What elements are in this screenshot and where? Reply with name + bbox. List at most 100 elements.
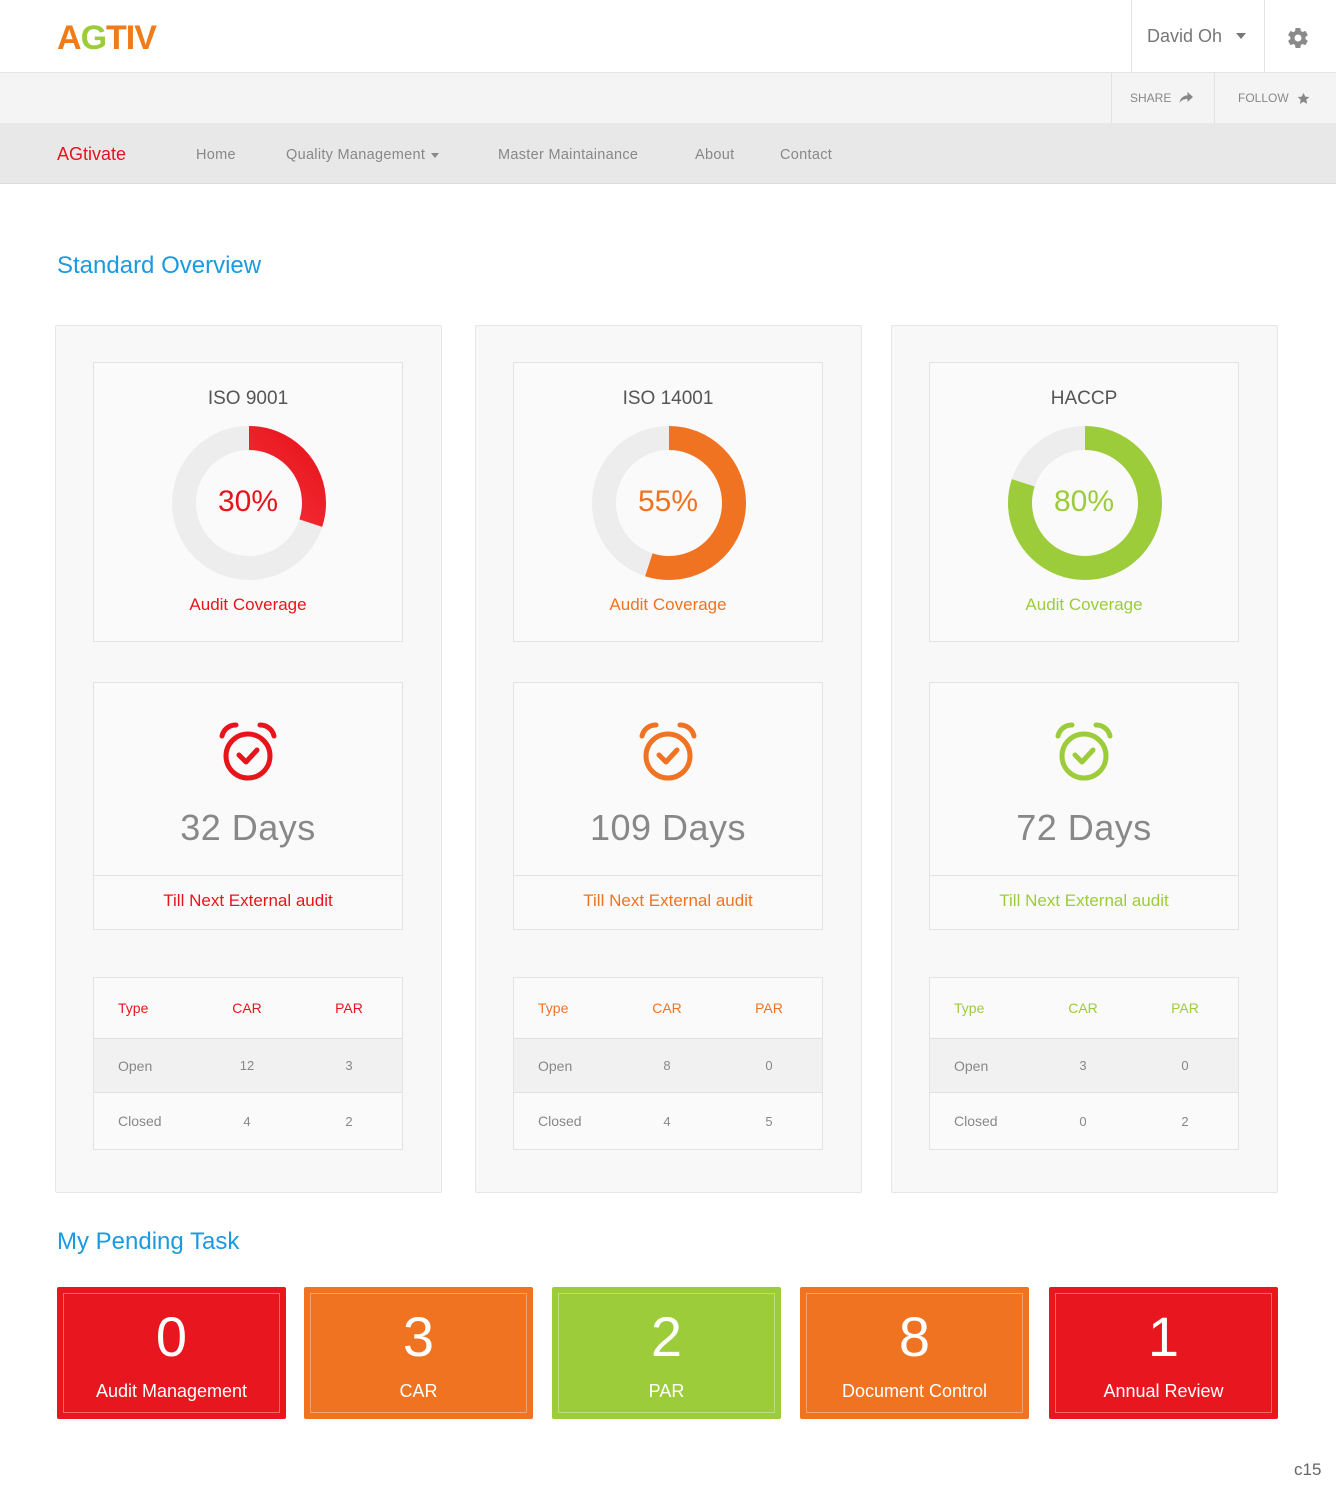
standard-panel: HACCP 80% Audit Coverage [891, 325, 1278, 1193]
table-cell: 2 [345, 1113, 353, 1129]
share-label: SHARE [1130, 91, 1172, 105]
user-menu[interactable]: David Oh [1131, 0, 1265, 72]
gear-icon[interactable] [1286, 26, 1310, 50]
table-header-row: Type CAR PAR [94, 978, 402, 1038]
star-icon [1297, 92, 1310, 104]
table-row[interactable]: Open 12 3 [94, 1038, 402, 1093]
days-remaining: 32 Days [180, 807, 316, 848]
days-remaining: 109 Days [589, 807, 747, 848]
nav-item-label: Quality Management [286, 147, 426, 163]
alarm-clock-icon [219, 722, 277, 781]
table-cell: 4 [243, 1113, 251, 1129]
table-header-cell: CAR [1068, 1000, 1098, 1016]
table-row[interactable]: Closed 0 2 [930, 1093, 1238, 1149]
coverage-donut [592, 426, 746, 580]
table-cell: Open [954, 1057, 989, 1074]
standard-panel: ISO 9001 30% Audit Coverage [55, 325, 442, 1193]
car-par-table: Type CAR PAR Open 8 0 Closed 4 5 [513, 977, 823, 1150]
table-header-cell: CAR [232, 1000, 262, 1016]
table-header-cell: PAR [1171, 1000, 1199, 1016]
car-par-table: Type CAR PAR Open 12 3 Closed 4 2 [93, 977, 403, 1150]
caret-down-icon [431, 152, 440, 158]
nav-item-quality-management[interactable]: Quality Management [286, 147, 440, 163]
days-label: Till Next External audit [163, 891, 333, 910]
pending-task-tile[interactable]: 8 Document Control [800, 1287, 1029, 1419]
alarm-clock-icon [1055, 722, 1113, 781]
nav-item-about[interactable]: About [695, 147, 735, 163]
agtiv-logo[interactable]: AGTIV [57, 19, 157, 57]
pending-task-tile[interactable]: 3 CAR [304, 1287, 533, 1419]
donut-progress [1008, 426, 1162, 580]
next-audit-card: 109 Days Till Next External audit [513, 682, 823, 930]
section-title-pending-task: My Pending Task [57, 1228, 240, 1255]
audit-coverage-card: ISO 14001 55% Audit Coverage [513, 362, 823, 642]
pending-task-tile[interactable]: 1 Annual Review [1049, 1287, 1278, 1419]
table-cell: Open [538, 1057, 573, 1074]
pending-count: 2 [650, 1305, 683, 1368]
main-navbar: AGtivate Home Quality Management Master … [0, 123, 1336, 184]
table-cell: Closed [538, 1113, 582, 1129]
coverage-percent: 55% [637, 485, 699, 518]
table-header-cell: Type [538, 1000, 569, 1016]
pending-task-tile[interactable]: 2 PAR [552, 1287, 781, 1419]
donut-progress [592, 426, 746, 580]
nav-brand[interactable]: AGtivate [57, 144, 127, 164]
pending-label: Annual Review [1103, 1381, 1224, 1401]
share-button[interactable]: SHARE [1111, 73, 1215, 123]
card-divider [94, 875, 402, 876]
section-title-standard-overview: Standard Overview [57, 252, 262, 279]
table-header-cell: PAR [755, 1000, 783, 1016]
tile-inner-border [310, 1293, 527, 1413]
table-row[interactable]: Closed 4 2 [94, 1093, 402, 1149]
coverage-percent: 80% [1053, 485, 1115, 518]
table-cell: Open [118, 1057, 153, 1074]
tile-inner-border [63, 1293, 280, 1413]
top-header: AGTIV David Oh [0, 0, 1336, 73]
nav-item-contact[interactable]: Contact [780, 147, 833, 163]
share-icon [1179, 92, 1194, 103]
nav-item-home[interactable]: Home [196, 147, 236, 163]
table-row[interactable]: Open 8 0 [514, 1038, 822, 1093]
tile-inner-border [558, 1293, 775, 1413]
nav-item-master-maintainance[interactable]: Master Maintainance [498, 147, 639, 163]
tile-inner-border [806, 1293, 1023, 1413]
table-header-cell: PAR [335, 1000, 363, 1016]
coverage-label: Audit Coverage [609, 595, 727, 614]
next-audit-card: 32 Days Till Next External audit [93, 682, 403, 930]
pending-label: CAR [399, 1381, 438, 1401]
table-header-row: Type CAR PAR [514, 978, 822, 1038]
alarm-clock-icon [639, 722, 697, 781]
standard-panel: ISO 14001 55% Audit Coverage [475, 325, 862, 1193]
pending-task-tile[interactable]: 0 Audit Management [57, 1287, 286, 1419]
standard-name: ISO 14001 [622, 388, 714, 409]
pending-count: 8 [898, 1305, 931, 1368]
coverage-donut [1008, 426, 1162, 580]
table-cell: 8 [663, 1058, 671, 1073]
table-cell: 5 [765, 1113, 773, 1129]
card-divider [930, 875, 1238, 876]
next-audit-card: 72 Days Till Next External audit [929, 682, 1239, 930]
follow-button[interactable]: FOLLOW [1214, 73, 1336, 123]
pending-count: 0 [155, 1305, 188, 1368]
card-divider [514, 875, 822, 876]
audit-coverage-card: ISO 9001 30% Audit Coverage [93, 362, 403, 642]
days-label: Till Next External audit [583, 891, 753, 910]
coverage-label: Audit Coverage [189, 595, 307, 614]
table-cell: 12 [239, 1058, 255, 1073]
table-row[interactable]: Open 3 0 [930, 1038, 1238, 1093]
action-bar: SHARE FOLLOW [0, 73, 1336, 123]
standard-name: ISO 9001 [207, 388, 289, 409]
table-cell: 0 [765, 1058, 773, 1073]
pending-count: 1 [1147, 1305, 1180, 1368]
coverage-label: Audit Coverage [1025, 595, 1143, 614]
table-cell: Closed [118, 1113, 162, 1129]
table-header-row: Type CAR PAR [930, 978, 1238, 1038]
table-row[interactable]: Closed 4 5 [514, 1093, 822, 1149]
coverage-donut [172, 426, 326, 580]
audit-coverage-card: HACCP 80% Audit Coverage [929, 362, 1239, 642]
table-cell: 0 [1181, 1058, 1189, 1073]
follow-label: FOLLOW [1238, 91, 1289, 105]
coverage-percent: 30% [217, 485, 279, 518]
footer-code: c15 [1294, 1460, 1322, 1479]
tile-inner-border [1055, 1293, 1272, 1413]
